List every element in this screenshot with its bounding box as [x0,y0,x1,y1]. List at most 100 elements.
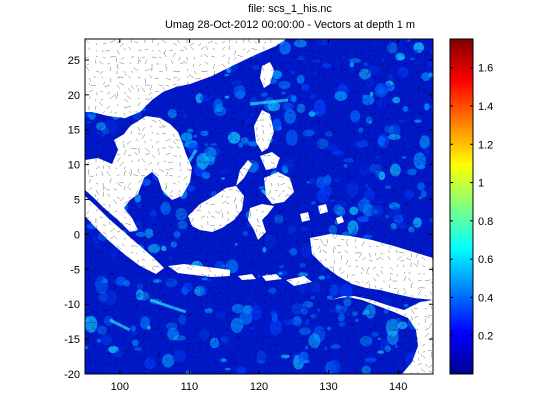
vector-arrow [360,76,363,79]
texture-blob [396,222,408,229]
vector-arrow [203,259,209,263]
vector-arrow [233,196,237,203]
vector-arrow [385,217,391,219]
vector-arrow [172,230,179,233]
vector-arrow [192,182,195,187]
vector-arrow [90,321,97,324]
vector-arrow [360,326,363,331]
texture-blob [203,146,217,162]
vector-arrow [214,243,216,247]
vector-arrow [312,320,315,324]
vector-arrow [143,241,146,247]
vector-arrow [189,74,195,79]
vector-arrow [217,370,223,373]
vector-arrow [371,228,377,233]
vector-arrow [206,369,209,373]
colorbar-tick-label: 0.6 [478,254,493,266]
vector-arrow [113,199,118,205]
vector-arrow [297,257,300,261]
vector-arrow [148,182,153,188]
texture-blob [357,216,369,223]
vector-arrow [116,266,119,270]
vector-arrow [204,301,209,304]
texture-blob [310,295,316,300]
vector-arrow [310,84,314,87]
vector-arrow [305,118,309,121]
vector-arrow [235,371,238,374]
vector-arrow [277,45,281,51]
vector-arrow [424,294,427,297]
vector-arrow [221,212,224,219]
vector-arrow [351,329,356,331]
vector-arrow [368,139,371,142]
vector-arrow [333,118,337,121]
vector-arrow [242,138,246,142]
texture-blob [424,149,430,154]
texture-blob [280,354,290,359]
vector-arrow [354,40,357,44]
vector-arrow [310,182,314,187]
vector-arrow [277,138,283,142]
vector-arrow [88,203,92,206]
vector-arrow [270,314,274,317]
vector-arrow [143,329,146,336]
vector-arrow [331,210,335,216]
vector-arrow [263,194,267,198]
vector-arrow [303,231,307,234]
vector-arrow [241,154,244,158]
vector-arrow [282,98,286,102]
vector-arrow [154,172,160,177]
vector-arrow [235,89,237,93]
vector-arrow [312,290,317,296]
vector-arrow [417,136,423,142]
vector-arrow [148,161,153,166]
vector-arrow [385,68,391,72]
texture-blob [257,275,261,277]
vector-arrow [347,42,353,45]
vector-arrow [431,217,433,220]
vector-arrow [312,62,317,65]
vector-arrow [319,294,324,298]
vector-arrow [122,140,125,144]
vector-arrow [144,231,148,238]
vector-arrow [228,136,233,142]
vector-arrow [210,224,216,227]
vector-arrow [172,284,175,289]
vector-arrow [382,343,385,348]
vector-arrow [424,51,427,58]
texture-blob [394,318,402,323]
vector-arrow [316,301,321,307]
vector-arrow [195,343,202,345]
vector-arrow [410,216,414,219]
vector-arrow [136,252,139,255]
vector-arrow [88,96,91,100]
texture-blob [220,169,228,174]
vector-arrow [95,280,100,282]
vector-arrow [329,196,335,199]
vector-arrow [143,187,146,191]
vector-arrow [309,332,314,338]
vector-arrow [297,314,300,317]
vector-arrow [396,91,400,96]
vector-arrow [228,98,232,100]
vector-arrow [95,49,98,52]
vector-arrow [249,305,253,310]
vector-arrow [256,287,260,291]
vector-arrow [88,359,91,366]
vector-arrow [291,343,296,347]
vector-arrow [221,287,227,290]
vector-arrow [115,56,118,63]
vector-arrow [249,160,256,163]
vector-arrow [195,292,202,296]
vector-arrow [189,119,195,123]
vector-arrow [98,61,104,65]
vector-arrow [340,181,345,184]
texture-blob [173,335,186,341]
vector-arrow [268,189,272,196]
vector-arrow [372,322,377,325]
vector-arrow [200,296,203,303]
vector-arrow [207,91,209,95]
vector-arrow [185,88,188,93]
vector-arrow [367,160,370,163]
vector-arrow [106,329,111,335]
